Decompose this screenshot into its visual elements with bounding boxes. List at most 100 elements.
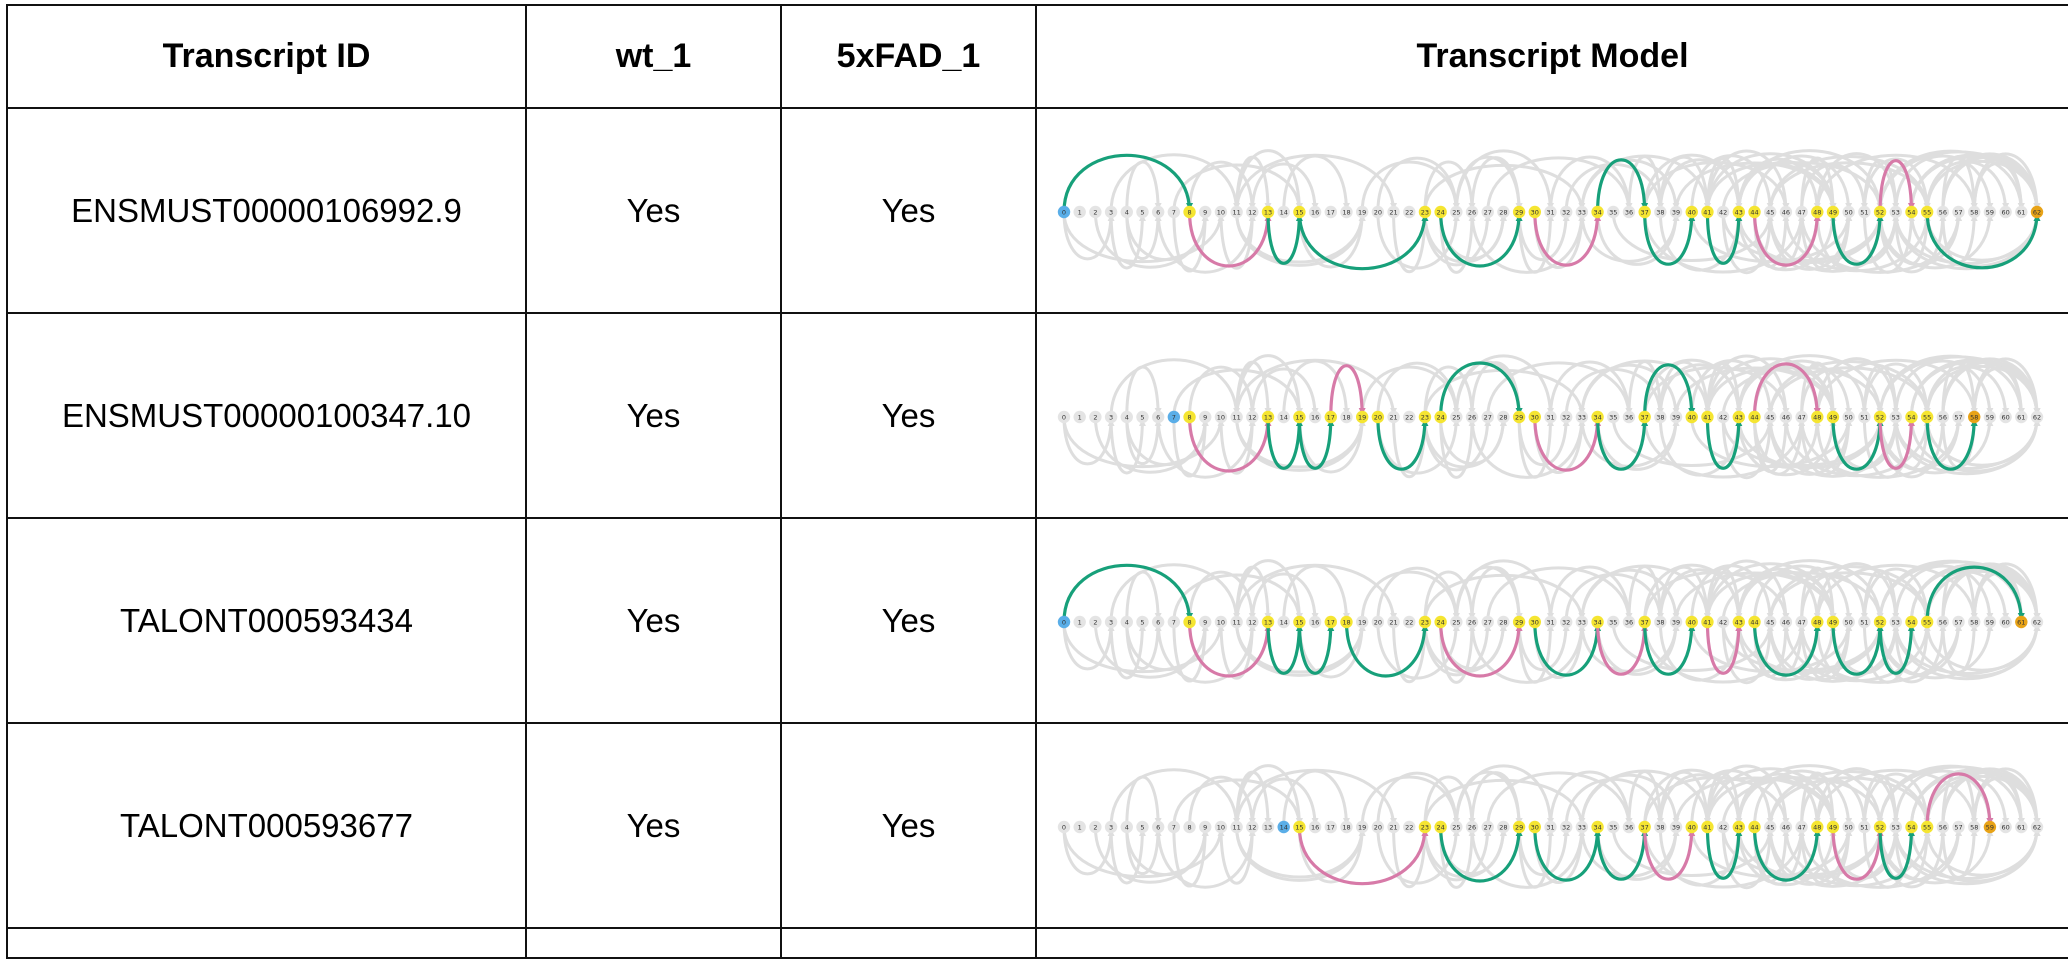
green-path-arc (1595, 415, 1647, 471)
exon-node-label: 36 (1625, 208, 1633, 216)
exon-node-label: 40 (1688, 208, 1696, 216)
background-arc (1894, 154, 1992, 214)
exon-node (1669, 820, 1683, 834)
pink-path-arc (1297, 825, 1427, 886)
background-arc (1156, 415, 1254, 479)
exon-node-label: 16 (1311, 618, 1319, 626)
exon-node-label: 17 (1327, 208, 1335, 216)
header-5xfad-1[interactable]: 5xFAD_1 (780, 4, 1037, 109)
exon-node-label: 60 (2001, 823, 2009, 831)
exon-node (1528, 615, 1542, 629)
exon-node-label: 28 (1499, 823, 1507, 831)
background-arc (1062, 415, 1113, 466)
exon-node-label: 49 (1829, 823, 1837, 831)
pink-path-arc (1187, 210, 1270, 268)
exon-node-label: 10 (1217, 208, 1225, 216)
exon-node-label: 31 (1546, 208, 1554, 216)
exon-node-label: 8 (1187, 208, 1191, 216)
background-arc (1093, 210, 1207, 269)
exon-node (1434, 410, 1447, 424)
transcript-id-cell[interactable]: TALONT000593434 (6, 517, 527, 724)
exon-node-label: 32 (1562, 413, 1570, 421)
exon-node (1968, 205, 1981, 219)
exon-node-label: 34 (1593, 208, 1601, 216)
green-path-arc (1533, 825, 1600, 882)
exon-node (1293, 205, 1306, 219)
background-arc (1862, 569, 1898, 624)
wt-1-cell: Yes (525, 722, 782, 929)
exon-node (1418, 615, 1432, 629)
exon-nodes: 0 1 2 3 4 5 6 7 8 9 10 11 12 13 14 15 16 17 18 19 20 21 22 23 24… (1057, 615, 2044, 629)
background-arc (1517, 620, 1568, 672)
green-path-arc (1533, 620, 1600, 677)
exon-node-label: 17 (1327, 823, 1335, 831)
background-arc (1188, 775, 1254, 829)
exon-node (1701, 205, 1714, 219)
exon-node (1230, 410, 1243, 424)
exon-node-label: 6 (1156, 208, 1160, 216)
exon-node (1073, 410, 1086, 424)
background-arc (1125, 825, 1160, 875)
background-arc (1564, 163, 1662, 214)
exon-node (1607, 410, 1620, 424)
exon-node (1873, 820, 1887, 834)
background-arc (1454, 354, 1552, 419)
exon-node-label: 25 (1452, 413, 1460, 421)
exon-node (1811, 820, 1824, 834)
exon-node-label: 23 (1421, 413, 1429, 421)
background-arc (1768, 161, 1929, 214)
exon-node (1858, 410, 1871, 424)
exon-node-label: 59 (1986, 618, 1994, 626)
exon-node (2015, 820, 2028, 834)
fxfad-1-cell: Yes (780, 722, 1037, 929)
header-wt-1[interactable]: wt_1 (525, 4, 782, 109)
exon-node (1559, 410, 1573, 424)
transcript-id-cell[interactable]: TALONT000593677 (6, 722, 527, 929)
green-path-arc (1062, 563, 1192, 624)
background-arc (1250, 162, 1317, 214)
background-arc (1753, 564, 1851, 624)
header-transcript-model[interactable]: Transcript Model (1035, 4, 2068, 109)
exon-node-label: 56 (1939, 413, 1947, 421)
table-row[interactable]: TALONT000593434 Yes Yes 0 1 2 3 4 5 6 7 8 9 10 11 12… (6, 517, 2068, 724)
background-arc (1376, 210, 1458, 270)
exon-node-label: 0 (1062, 823, 1066, 831)
exon-node (1701, 410, 1714, 424)
exon-node-label: 48 (1813, 208, 1821, 216)
exon-node-label: 33 (1578, 618, 1586, 626)
transcript-id-cell[interactable]: ENSMUST00000106992.9 (6, 107, 527, 314)
exon-node (1261, 410, 1275, 424)
exon-node (1073, 615, 1086, 629)
exon-node (1089, 820, 1102, 834)
exon-node (1277, 205, 1290, 219)
header-transcript-id[interactable]: Transcript ID (6, 4, 527, 109)
exon-node-label: 61 (2017, 823, 2025, 831)
exon-node (1340, 615, 1353, 629)
exon-node-label: 45 (1766, 823, 1774, 831)
exon-node-label: 58 (1970, 618, 1978, 626)
exon-node (1214, 615, 1228, 629)
exon-node-label: 37 (1641, 823, 1649, 831)
background-arc (1062, 415, 1223, 469)
exon-node-label: 40 (1688, 618, 1696, 626)
exon-node (1858, 205, 1871, 219)
exon-node (1936, 205, 1950, 219)
background-arc (1800, 210, 1851, 271)
exon-node (1465, 615, 1479, 629)
transcript-id-cell[interactable]: ENSMUST00000100347.10 (6, 312, 527, 519)
table-row[interactable]: TALONT000593677 Yes Yes 0 1 2 3 4 5 6 7 8 9 10 11 12… (6, 722, 2068, 929)
exon-node-label: 2 (1093, 413, 1097, 421)
exon-node (1826, 205, 1840, 219)
exon-node-label: 31 (1546, 823, 1554, 831)
background-arc (1470, 825, 1584, 889)
exon-node-label: 46 (1782, 413, 1790, 421)
exon-node (1104, 205, 1118, 219)
exon-node (1057, 615, 1071, 629)
exon-node-label: 19 (1358, 208, 1366, 216)
exon-node-label: 15 (1295, 413, 1303, 421)
exon-node-label: 2 (1093, 823, 1097, 831)
exon-node (1183, 820, 1196, 834)
exon-node (1544, 205, 1557, 219)
